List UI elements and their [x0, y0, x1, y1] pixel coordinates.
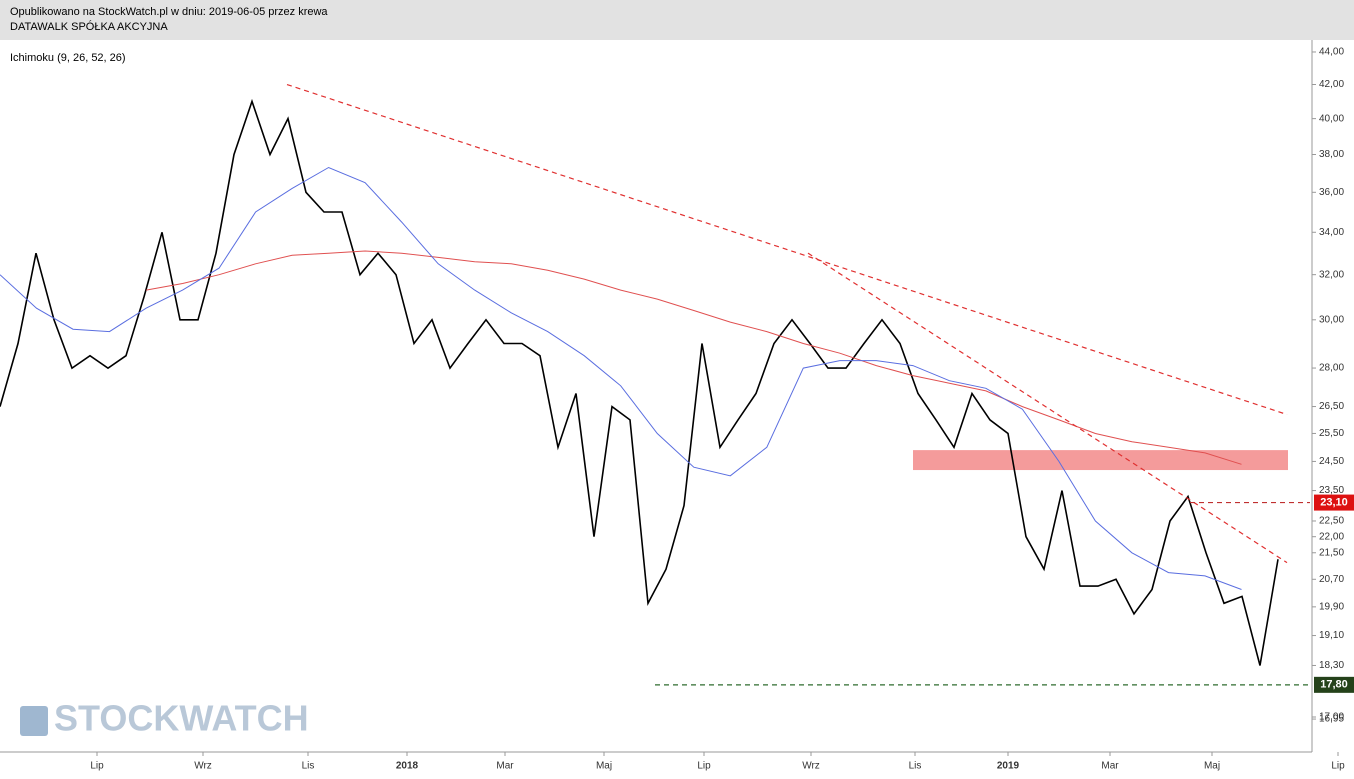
y-tick-label: 24,50 — [1319, 456, 1344, 467]
y-tick-label: 25,50 — [1319, 428, 1344, 439]
price-tag — [1314, 676, 1354, 693]
x-tick-label: 2018 — [396, 761, 419, 772]
trendline — [807, 252, 1288, 564]
y-tick-label: 23,50 — [1319, 485, 1344, 496]
y-tick-label: 38,00 — [1319, 149, 1344, 160]
indicator: Ichimoku (9, 26, 52, 26) — [10, 52, 126, 64]
y-tick-label: 22,50 — [1319, 516, 1344, 527]
x-tick-label: Lis — [909, 761, 922, 772]
y-tick-label: 19,90 — [1319, 601, 1344, 612]
y-tick-label: 18,30 — [1319, 660, 1344, 671]
resistance-zone — [913, 450, 1288, 471]
x-tick-label: Lip — [1331, 761, 1345, 772]
y-tick-label: 17,00 — [1319, 712, 1344, 723]
y-tick-label: 44,00 — [1319, 47, 1344, 58]
watermark: STOCKWATCH — [54, 698, 309, 739]
y-tick-label: 40,00 — [1319, 113, 1344, 124]
trendline — [286, 83, 1288, 416]
price-tag — [1314, 494, 1354, 511]
y-tick-label: 36,00 — [1319, 187, 1344, 198]
price-tag-label: 23,10 — [1320, 496, 1348, 508]
x-tick-label: Mar — [496, 761, 514, 772]
watermark-icon — [20, 706, 48, 736]
y-tick-label: 19,10 — [1319, 630, 1344, 641]
x-tick-label: Maj — [1204, 761, 1220, 772]
x-tick-label: Wrz — [802, 761, 820, 772]
x-tick-label: 2019 — [997, 761, 1020, 772]
series-line — [0, 166, 1242, 590]
y-tick-label: 26,50 — [1319, 401, 1344, 412]
y-tick-label: 22,00 — [1319, 531, 1344, 542]
y-tick-label: 34,00 — [1319, 227, 1344, 238]
x-tick-label: Lis — [302, 761, 315, 772]
y-tick-label: 16,95 — [1319, 714, 1344, 725]
company: DATAWALK SPÓŁKA AKCYJNA — [10, 20, 168, 33]
y-tick-label: 42,00 — [1319, 79, 1344, 90]
x-tick-label: Lip — [90, 761, 104, 772]
header-bar — [0, 0, 1354, 40]
series-line — [0, 98, 1279, 666]
price-tag-label: 17,80 — [1320, 679, 1348, 691]
published: Opublikowano na StockWatch.pl w dniu: 20… — [10, 6, 328, 18]
y-tick-label: 30,00 — [1319, 314, 1344, 325]
y-tick-label: 21,50 — [1319, 547, 1344, 558]
x-tick-label: Maj — [596, 761, 612, 772]
y-tick-label: 32,00 — [1319, 269, 1344, 280]
y-tick-label: 20,70 — [1319, 574, 1344, 585]
series-line — [146, 250, 1242, 465]
y-tick-label: 28,00 — [1319, 363, 1344, 374]
x-tick-label: Wrz — [194, 761, 212, 772]
x-tick-label: Mar — [1101, 761, 1119, 772]
x-tick-label: Lip — [697, 761, 711, 772]
